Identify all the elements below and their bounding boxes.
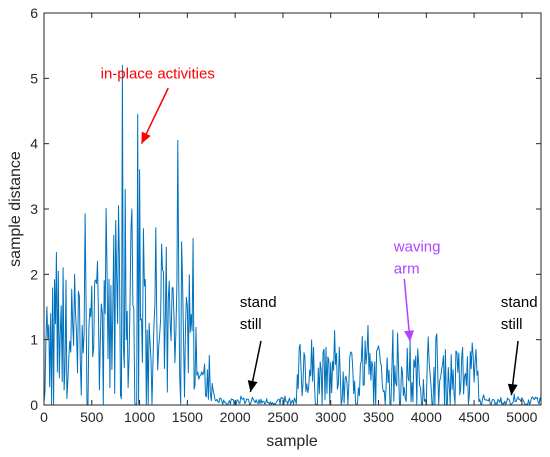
x-tick-label: 4500 (459, 409, 490, 425)
y-tick-label: 6 (30, 5, 38, 21)
y-tick-label: 5 (30, 70, 38, 86)
y-tick-label: 3 (30, 201, 38, 217)
x-tick-label: 1500 (172, 409, 203, 425)
x-tick-label: 5000 (506, 409, 537, 425)
x-axis-title: sample (266, 433, 318, 450)
x-tick-label: 0 (40, 409, 48, 425)
annotation: stand still (240, 294, 277, 393)
y-tick-label: 4 (30, 136, 38, 152)
x-tick-label: 3000 (315, 409, 346, 425)
annotation-layer: in-place activitieswavingarmstandstillst… (101, 65, 538, 396)
annotation-arrow-head (141, 131, 151, 144)
x-tick-label: 2500 (267, 409, 298, 425)
y-tick-label: 0 (30, 397, 38, 413)
series-layer (43, 64, 542, 405)
x-tick-label: 2000 (220, 409, 251, 425)
annotation-text: waving (393, 238, 441, 255)
series-line (43, 64, 542, 405)
y-tick-label: 1 (30, 332, 38, 348)
x-tick-label: 3500 (363, 409, 394, 425)
y-tick-label: 2 (30, 266, 38, 282)
annotation-arrow-head (507, 383, 518, 396)
y-axis: 0 1 2 3 4 5 6 (30, 5, 541, 413)
x-tick-label: 1000 (124, 409, 155, 425)
x-tick-label: 500 (80, 409, 104, 425)
annotation-text: still (240, 316, 262, 333)
annotation-text: stand (501, 294, 538, 311)
annotation: stand still (501, 294, 538, 396)
annotation-arrow-head (404, 330, 415, 342)
annotation-text: arm (394, 260, 420, 277)
annotation-text: in-place activities (101, 65, 215, 82)
x-tick-label: 4000 (411, 409, 442, 425)
x-axis: 0 500 1000 1500 2000 2500 3000 3500 4000 4500 5000 (40, 13, 538, 425)
annotation-text: still (501, 316, 523, 333)
annotation-arrow-head (247, 380, 258, 392)
y-axis-title: sample distance (7, 151, 24, 267)
annotation: waving arm (393, 238, 441, 342)
annotation-text: stand (240, 294, 277, 311)
annotation: in-place activities (101, 65, 215, 144)
plot-background (44, 13, 541, 405)
